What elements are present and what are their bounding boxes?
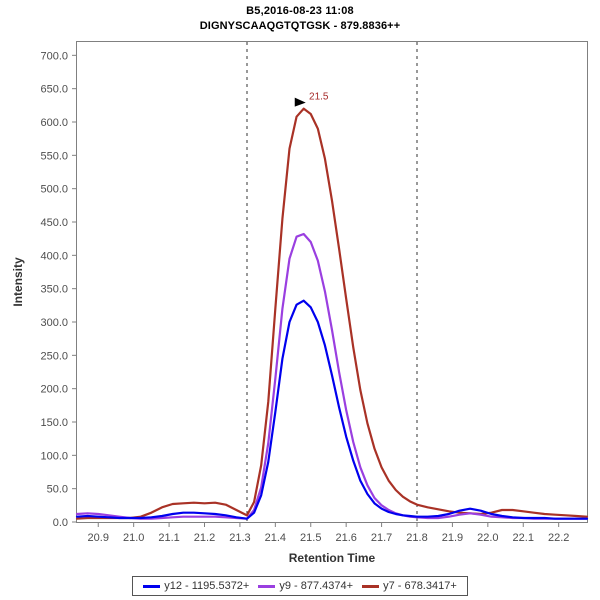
legend-label-y7: y7 - 678.3417+ bbox=[383, 580, 457, 592]
y-tick-label: 450.0 bbox=[40, 217, 68, 229]
legend-item-y12[interactable]: y12 - 1195.5372+ bbox=[143, 580, 249, 592]
y-axis-ticks: 0.0 50.0 100.0 150.0 200.0 250.0 300.0 350.0 400… bbox=[40, 50, 77, 529]
legend-swatch-y7 bbox=[362, 584, 380, 588]
y-tick-label: 500.0 bbox=[40, 184, 68, 196]
y-tick-label: 250.0 bbox=[40, 350, 68, 362]
legend-label-y9: y9 - 877.4374+ bbox=[279, 580, 354, 592]
y-tick-label: 650.0 bbox=[40, 84, 68, 96]
x-tick-label: 21.5 bbox=[300, 532, 321, 544]
peak-apex-label: 21.5 bbox=[309, 92, 329, 103]
y-tick-label: 150.0 bbox=[40, 417, 68, 429]
legend-swatch-y9 bbox=[258, 584, 276, 588]
trace-y9 bbox=[75, 232, 589, 520]
x-tick-label: 21.2 bbox=[194, 532, 215, 544]
integration-boundary-lines bbox=[246, 42, 418, 522]
x-tick-label: 22.0 bbox=[477, 532, 498, 544]
y-tick-label: 100.0 bbox=[40, 450, 68, 462]
plot-frame bbox=[76, 41, 588, 523]
x-axis-title: Retention Time bbox=[289, 551, 376, 565]
x-tick-label: 22.2 bbox=[548, 532, 569, 544]
y-tick-label: 400.0 bbox=[40, 250, 68, 262]
x-tick-label: 21.4 bbox=[265, 532, 286, 544]
y-tick-label: 600.0 bbox=[40, 117, 68, 129]
chart-legend[interactable]: y12 - 1195.5372+ y9 - 877.4374+ y7 - 678… bbox=[132, 576, 468, 596]
x-tick-label: 21.0 bbox=[123, 532, 144, 544]
x-tick-label: 21.9 bbox=[442, 532, 463, 544]
peak-apex-annotation: 21.5 bbox=[294, 92, 329, 107]
x-tick-label: 21.6 bbox=[335, 532, 356, 544]
legend-label-y12: y12 - 1195.5372+ bbox=[164, 580, 250, 592]
y-tick-label: 50.0 bbox=[47, 484, 68, 496]
y-tick-label: 700.0 bbox=[40, 50, 68, 62]
trace-y12 bbox=[75, 299, 589, 520]
y-tick-label: 0.0 bbox=[53, 517, 68, 529]
x-tick-label: 21.8 bbox=[406, 532, 427, 544]
x-axis-ticks: 20.9 21.0 21.1 21.2 21.3 21.4 21.5 21.6 21.7 21.8… bbox=[88, 522, 569, 544]
chromatogram-traces bbox=[75, 107, 589, 520]
x-tick-label: 22.1 bbox=[513, 532, 534, 544]
chart-title-block: B5,2016-08-23 11:08 DIGNYSCAAQGTQTGSK - … bbox=[0, 4, 600, 34]
y-tick-label: 350.0 bbox=[40, 284, 68, 296]
legend-item-y9[interactable]: y9 - 877.4374+ bbox=[258, 580, 353, 592]
chart-title-line-2: DIGNYSCAAQGTQTGSK - 879.8836++ bbox=[199, 20, 401, 32]
y-axis-title: Intensity bbox=[11, 257, 25, 307]
x-tick-label: 20.9 bbox=[88, 532, 109, 544]
x-tick-label: 21.7 bbox=[371, 532, 392, 544]
legend-item-y7[interactable]: y7 - 678.3417+ bbox=[362, 580, 457, 592]
y-tick-label: 550.0 bbox=[40, 150, 68, 162]
x-tick-label: 21.1 bbox=[158, 532, 179, 544]
peak-apex-pointer-icon bbox=[294, 97, 306, 107]
legend-swatch-y12 bbox=[143, 584, 161, 588]
y-tick-label: 300.0 bbox=[40, 317, 68, 329]
x-tick-label: 21.3 bbox=[229, 532, 250, 544]
y-tick-label: 200.0 bbox=[40, 384, 68, 396]
chart-title-line-1: B5,2016-08-23 11:08 bbox=[246, 5, 354, 17]
